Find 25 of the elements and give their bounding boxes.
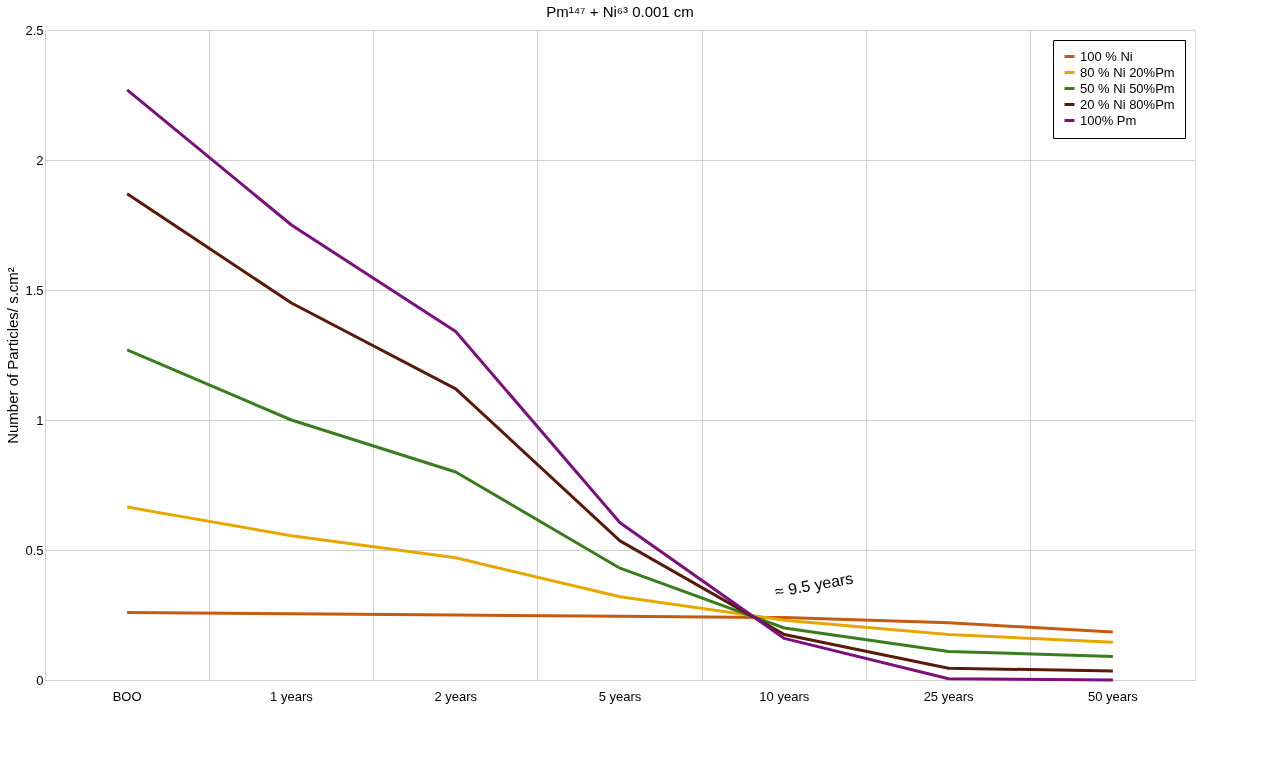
x-tick-label: 25 years [923, 688, 974, 704]
x-tick-label: 1 years [270, 688, 314, 704]
line-series [125, 192, 1115, 673]
legend-label: 100% Pm [1080, 112, 1137, 128]
y-tick-label: 2 [36, 152, 44, 168]
x-tick-label: 2 years [434, 688, 478, 704]
x-tick-label: 5 years [598, 688, 642, 704]
legend-label: 50 % Ni 50%Pm [1080, 80, 1175, 96]
line-series [125, 348, 1115, 659]
line-series [125, 610, 1115, 634]
annotation: ≈ 9.5 years [773, 569, 855, 601]
x-tick-label: 50 years [1087, 688, 1139, 704]
y-tick-label: 0.5 [25, 542, 44, 558]
chart-title: Pm¹⁴⁷ + Ni⁶³ 0.001 cm [546, 3, 694, 20]
line-series [125, 505, 1115, 644]
x-tick-label: BOO [112, 688, 142, 704]
legend-label: 80 % Ni 20%Pm [1080, 64, 1175, 80]
x-tick-label: 10 years [759, 688, 810, 704]
y-tick-label: 2.5 [25, 22, 44, 38]
legend-label: 100 % Ni [1080, 48, 1133, 64]
legend-label: 20 % Ni 80%Pm [1080, 96, 1175, 112]
y-tick-label: 0 [36, 672, 44, 688]
y-tick-label: 1 [36, 412, 44, 428]
y-axis-title: Number of Particles/ s.cm² [4, 267, 22, 444]
y-tick-label: 1.5 [25, 282, 44, 298]
